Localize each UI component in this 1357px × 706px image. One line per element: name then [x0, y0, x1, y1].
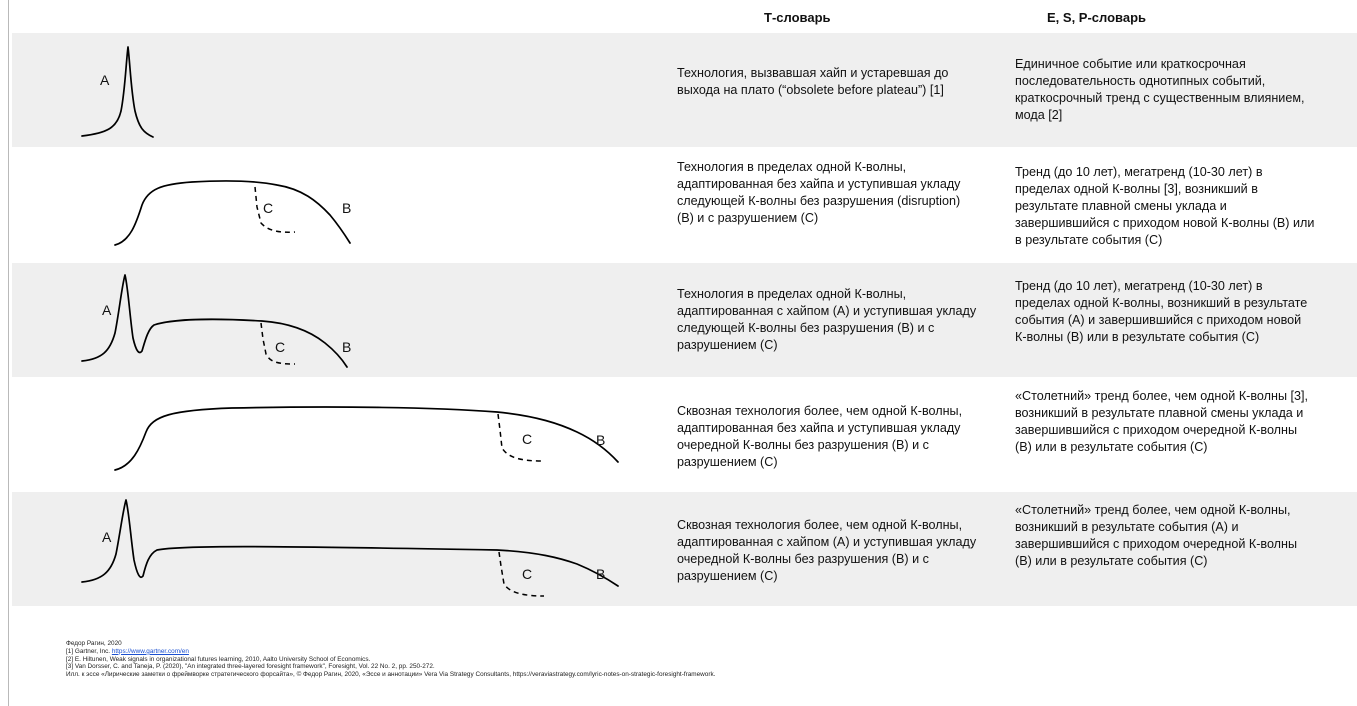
cross-wave-curve-diagram: C B [114, 406, 619, 471]
curve-label-b: B [596, 432, 605, 448]
footer-illustration-credit: Илл. к эссе «Лирические заметки о фреймв… [66, 671, 716, 679]
cross-wave-hype-curve [81, 499, 619, 587]
row-k-wave-with-hype: A C B Технология в пределах одной К-волн… [12, 263, 1357, 377]
disruption-drop-dashed-line [260, 322, 296, 365]
cross-wave-hype-curve-diagram: A C B [81, 499, 619, 597]
footer-references: Федор Рагин, 2020 [1] Gartner, Inc. http… [66, 640, 715, 679]
curve-label-a: A [102, 302, 112, 318]
row-3-esp-description: Тренд (до 10 лет), мегатренд (10-30 лет)… [1015, 279, 1308, 344]
curve-label-b: B [596, 566, 605, 582]
curve-label-b: B [342, 200, 351, 216]
row-3-t-description: Технология в пределах одной К-волны, ада… [677, 287, 977, 352]
left-border-line [8, 0, 9, 706]
disruption-drop-dashed-line [498, 551, 545, 597]
k-wave-hype-curve-diagram: A C B [81, 274, 351, 368]
gartner-link[interactable]: https://www.gartner.com/en [111, 647, 189, 655]
hype-spike-curve [81, 46, 154, 138]
footer-author: Федор Рагин, 2020 [66, 640, 122, 647]
curve-label-a: A [102, 529, 112, 545]
curve-label-c: C [275, 339, 285, 355]
row-5-t-description: Сквозная технология более, чем одной К-в… [677, 518, 977, 583]
footer-ref-2: [2] E. Hiltunen, Weak signals in organiz… [66, 655, 371, 663]
footer-ref-1: [1] Gartner, Inc. https://www.gartner.co… [66, 648, 715, 656]
curve-label-a: A [100, 72, 110, 88]
row-4-t-description: Сквозная технология более, чем одной К-в… [677, 404, 963, 469]
footer-ref-3: [3] Van Dorsser, C. and Taneja, P. (2020… [66, 663, 435, 671]
row-1-esp-description: Единичное событие или краткосрочная посл… [1015, 57, 1305, 122]
t-dictionary-header: Т-словарь [764, 10, 831, 25]
curve-label-c: C [522, 566, 532, 582]
footer-ref-1-text: [1] Gartner, Inc. [66, 647, 112, 655]
curve-label-c: C [522, 431, 532, 447]
row-5-esp-description: «Столетний» тренд более, чем одной К-вол… [1015, 503, 1298, 568]
k-wave-hype-curve [81, 274, 348, 368]
row-obsolete-before-plateau: A Технология, вызвавшая хайп и устаревша… [12, 33, 1357, 147]
hype-spike-curve-diagram: A [81, 46, 154, 138]
disruption-drop-dashed-line [497, 413, 543, 462]
curve-label-b: B [342, 339, 351, 355]
row-2-t-description: Технология в пределах одной К-волны, ада… [677, 160, 961, 225]
row-1-t-description: Технология, вызвавшая хайп и устаревшая … [677, 66, 949, 97]
row-k-wave-without-hype: C B Технология в пределах одной К-волны,… [12, 149, 1357, 263]
cross-wave-plateau-curve [114, 406, 619, 471]
row-cross-wave-without-hype: C B Сквозная технология более, чем одной… [12, 378, 1357, 491]
row-4-esp-description: «Столетний» тренд более, чем одной К-вол… [1015, 389, 1309, 454]
curve-label-c: C [263, 200, 273, 216]
k-wave-plateau-curve [114, 180, 351, 246]
row-cross-wave-with-hype: A C B Сквозная технология более, чем одн… [12, 492, 1357, 606]
k-wave-curve-diagram: C B [114, 180, 351, 246]
esp-dictionary-header: E, S, P-словарь [1047, 10, 1147, 25]
disruption-drop-dashed-line [254, 186, 296, 233]
row-2-esp-description: Тренд (до 10 лет), мегатренд (10-30 лет)… [1015, 165, 1315, 247]
